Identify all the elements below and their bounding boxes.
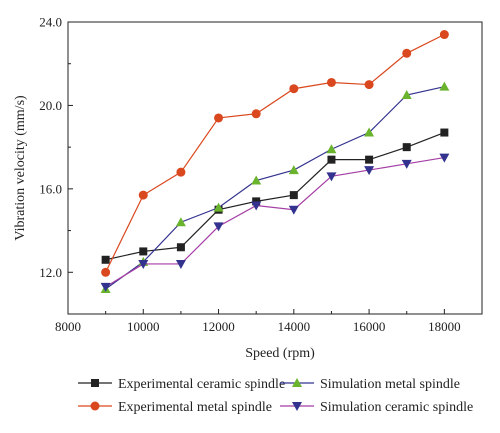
data-point	[364, 166, 375, 176]
x-tick-label: 8000	[55, 319, 81, 334]
series-2	[101, 30, 449, 277]
legend-marker	[90, 401, 100, 411]
data-point	[100, 282, 111, 292]
data-point	[175, 259, 186, 269]
data-point	[288, 165, 299, 175]
data-point	[401, 159, 412, 169]
legend-label: Experimental metal spindle	[118, 400, 272, 415]
data-point	[251, 201, 262, 211]
x-axis-label: Speed (rpm)	[245, 346, 315, 361]
data-point	[176, 243, 185, 252]
legend-label: Simulation metal spindle	[320, 377, 460, 392]
data-point	[138, 259, 149, 269]
data-point	[326, 144, 337, 154]
legend-item: Experimental ceramic spindle	[78, 377, 285, 392]
data-point	[175, 217, 186, 227]
y-axis-label: Vibration velocity (mm/s)	[13, 95, 28, 241]
series-line	[105, 131, 445, 261]
data-point	[327, 155, 336, 164]
data-point	[251, 109, 261, 119]
legend-item: Simulation ceramic spindle	[280, 400, 473, 415]
data-point	[439, 153, 450, 163]
series-3	[100, 81, 450, 293]
data-point	[176, 167, 186, 177]
data-point	[288, 205, 299, 215]
y-tick-label: 12.0	[39, 265, 62, 280]
data-point	[402, 48, 412, 58]
legend-marker	[91, 379, 99, 387]
y-tick-label: 24.0	[39, 15, 62, 30]
data-point	[289, 84, 299, 94]
y-tick-label: 16.0	[39, 181, 62, 196]
series-line	[105, 86, 445, 290]
data-point	[139, 247, 148, 256]
x-tick-label: 16000	[353, 319, 386, 334]
x-tick-label: 18000	[428, 319, 461, 334]
series-line	[105, 156, 445, 288]
data-point	[101, 255, 110, 264]
series-1	[101, 128, 449, 264]
axes: 8000 10000 12000 14000 16000 18000 12.0 16.0 20.…	[39, 15, 483, 334]
data-point	[326, 172, 337, 182]
data-point	[440, 128, 449, 137]
x-tick-label: 10000	[127, 319, 160, 334]
legend-item: Simulation metal spindle	[280, 377, 460, 392]
data-point	[213, 202, 224, 212]
data-point	[101, 267, 111, 277]
data-point	[365, 155, 374, 164]
data-point	[364, 80, 374, 90]
data-point	[401, 90, 412, 99]
data-point	[364, 127, 375, 137]
legend-marker	[292, 402, 302, 411]
series-4	[100, 153, 450, 292]
plot-frame	[67, 21, 483, 315]
data-point	[439, 30, 449, 40]
legend-item: Experimental metal spindle	[78, 400, 272, 415]
data-point	[251, 175, 262, 185]
data-point	[213, 222, 224, 232]
legend: Experimental ceramic spindle Experimental…	[78, 377, 473, 415]
data-point	[214, 113, 224, 123]
legend-label: Simulation ceramic spindle	[320, 400, 473, 415]
data-point	[402, 143, 411, 152]
data-point	[289, 191, 298, 200]
data-point	[138, 190, 148, 200]
series-line	[105, 33, 445, 273]
y-tick-label: 20.0	[39, 98, 62, 113]
series-layer	[100, 30, 450, 293]
x-tick-label: 14000	[278, 319, 311, 334]
data-point	[326, 77, 336, 87]
x-tick-label: 12000	[202, 319, 235, 334]
legend-marker	[292, 378, 302, 387]
legend-label: Experimental ceramic spindle	[118, 377, 285, 392]
data-point	[252, 197, 261, 206]
data-point	[439, 81, 450, 91]
